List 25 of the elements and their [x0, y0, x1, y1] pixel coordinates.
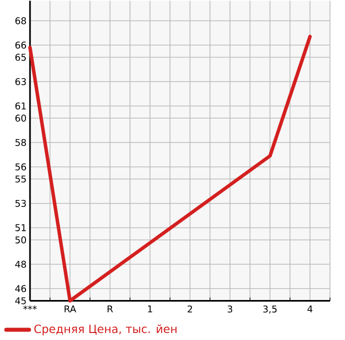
x-tick-label: RA	[64, 305, 76, 312]
x-tick-label: 1	[148, 305, 152, 312]
y-tick-label: 48	[15, 260, 26, 268]
x-tick-label: 2	[188, 305, 192, 312]
x-tick-label: R	[108, 305, 113, 312]
y-tick-label: 51	[15, 224, 26, 232]
y-tick-label: 55	[15, 175, 26, 182]
y-tick-label: 60	[15, 114, 26, 122]
y-tick-label: 58	[15, 138, 26, 146]
y-tick-label: 65	[15, 54, 26, 61]
y-tick-label: 68	[15, 17, 26, 24]
x-tick-label: 4	[307, 305, 312, 312]
y-tick-label: 50	[15, 236, 26, 244]
y-tick-label: 56	[15, 163, 26, 170]
x-tick-label: ***	[23, 305, 37, 310]
y-tick-label: 46	[15, 284, 26, 292]
y-tick-label: 45	[15, 297, 26, 304]
y-tick-label: 63	[15, 78, 26, 85]
legend-label: Средняя Цена, тыс. йен	[34, 324, 177, 336]
x-tick-label: 3,5	[263, 305, 277, 314]
line-series	[28, 34, 312, 302]
y-tick-label: 61	[15, 102, 26, 110]
x-tick-label: 3	[228, 305, 232, 312]
y-tick-label: 53	[15, 200, 26, 207]
y-tick-label: 66	[15, 41, 26, 48]
